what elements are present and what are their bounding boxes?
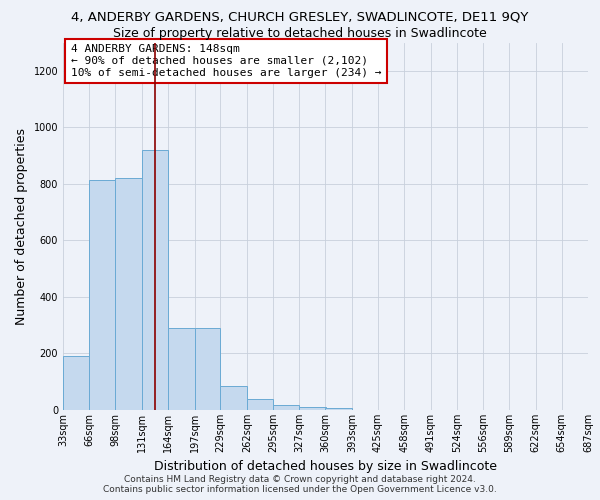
Bar [247,400,274,410]
Text: Size of property relative to detached houses in Swadlincote: Size of property relative to detached ho… [113,28,487,40]
X-axis label: Distribution of detached houses by size in Swadlincote: Distribution of detached houses by size … [154,460,497,473]
Text: 4 ANDERBY GARDENS: 148sqm
← 90% of detached houses are smaller (2,102)
10% of se: 4 ANDERBY GARDENS: 148sqm ← 90% of detac… [71,44,382,78]
Bar [115,178,142,410]
Text: 4, ANDERBY GARDENS, CHURCH GRESLEY, SWADLINCOTE, DE11 9QY: 4, ANDERBY GARDENS, CHURCH GRESLEY, SWAD… [71,11,529,24]
Bar [274,405,299,410]
Bar [325,408,352,410]
Bar [89,180,115,410]
Bar [194,328,220,410]
Bar [299,406,325,410]
Bar [220,386,247,410]
Text: Contains HM Land Registry data © Crown copyright and database right 2024.
Contai: Contains HM Land Registry data © Crown c… [103,474,497,494]
Bar [142,150,168,410]
Bar [168,328,194,410]
Bar [63,356,89,410]
Y-axis label: Number of detached properties: Number of detached properties [15,128,28,325]
